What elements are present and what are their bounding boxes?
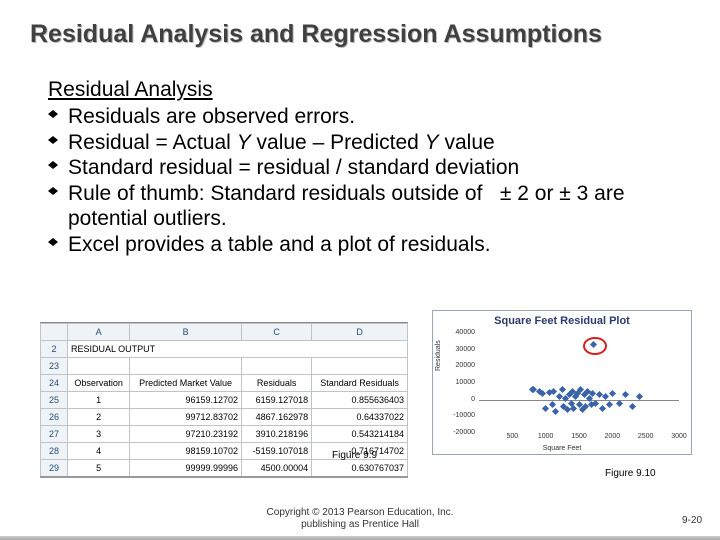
data-point [542, 405, 549, 412]
cell-res: 4867.162978 [242, 409, 312, 426]
xtick: 1500 [564, 433, 594, 440]
cell-std: 0.543214184 [312, 426, 408, 443]
slide: Residual Analysis and Regression Assumpt… [0, 0, 720, 540]
plot-ylabel: Residuals [435, 340, 442, 371]
xtick: 3000 [664, 433, 694, 440]
ytick: 20000 [443, 362, 475, 369]
plot-xlabel: Square Feet [433, 445, 691, 452]
cell-std: 0.855636403 [312, 392, 408, 409]
data-point [609, 389, 616, 396]
slide-title: Residual Analysis and Regression Assumpt… [30, 20, 690, 49]
cell-res: 6159.127018 [242, 392, 312, 409]
cell-std: 0.64337022 [312, 409, 408, 426]
xtick: 2000 [597, 433, 627, 440]
cell-res: 3910.218196 [242, 426, 312, 443]
header-cell: Residuals [242, 375, 312, 392]
ytick: 10000 [443, 379, 475, 386]
cell-pred: 99712.83702 [130, 409, 242, 426]
row-head: 28 [41, 443, 68, 460]
col-head: A [68, 324, 130, 341]
col-head: C [242, 324, 312, 341]
row-head: 29 [41, 460, 68, 478]
bullet-item: Excel provides a table and a plot of res… [48, 232, 680, 258]
plot-title: Square Feet Residual Plot [433, 315, 691, 327]
cell-pred: 98159.10702 [130, 443, 242, 460]
bullet-list: Residuals are observed errors. Residual … [48, 104, 680, 258]
cell-std: 0.630767037 [312, 460, 408, 478]
table-row: 23 [41, 358, 408, 375]
table-row: 2 RESIDUAL OUTPUT [41, 341, 408, 358]
copyright-line: Copyright © 2013 Pearson Education, Inc. [267, 507, 454, 518]
table-row: 25196159.127026159.1270180.855636403 [41, 392, 408, 409]
header-cell: Observation [68, 375, 130, 392]
data-point [605, 401, 612, 408]
residual-plot: Square Feet Residual Plot Residuals Squa… [432, 310, 692, 455]
bullet-item: Rule of thumb: Standard residuals outsid… [48, 181, 680, 232]
cell-pred: 96159.12702 [130, 392, 242, 409]
row-head: 26 [41, 409, 68, 426]
row-head: 25 [41, 392, 68, 409]
bullet-text: Standard residual = residual / standard … [68, 156, 519, 179]
col-head: D [312, 324, 408, 341]
cell-obs: 5 [68, 460, 130, 478]
table-row: 24 Observation Predicted Market Value Re… [41, 375, 408, 392]
data-point [552, 408, 559, 415]
ytick: 40000 [443, 329, 475, 336]
row-head: 27 [41, 426, 68, 443]
bullet-text: Excel provides a table and a plot of res… [68, 233, 491, 256]
data-point [539, 390, 546, 397]
cell-pred: 97210.23192 [130, 426, 242, 443]
data-point [629, 403, 636, 410]
bullet-item: Residual = Actual Y value – Predicted Y … [48, 130, 680, 156]
cell-obs: 4 [68, 443, 130, 460]
section-subhead: Residual Analysis [48, 78, 680, 102]
section-label: RESIDUAL OUTPUT [68, 341, 408, 358]
row-head: 24 [41, 375, 68, 392]
table-row: 29599999.999964500.000040.630767037 [41, 460, 408, 478]
data-point [595, 391, 602, 398]
table-row: 27397210.231923910.2181960.543214184 [41, 426, 408, 443]
bullet-text: Residual = Actual Y value – Predicted Y … [68, 131, 495, 154]
bullet-text: Rule of thumb: Standard residuals outsid… [68, 182, 625, 231]
xtick: 500 [497, 433, 527, 440]
row-head: 2 [41, 341, 68, 358]
cell-obs: 2 [68, 409, 130, 426]
bullet-text: Residuals are observed errors. [68, 105, 355, 128]
table-row: 26299712.837024867.1629780.64337022 [41, 409, 408, 426]
col-head: B [130, 324, 242, 341]
data-point [622, 391, 629, 398]
plot-area: -20000-100000100002000030000400005001000… [479, 333, 679, 433]
outlier-ring [583, 337, 607, 355]
xtick: 1000 [531, 433, 561, 440]
bottom-band [0, 536, 720, 540]
figure-caption-left: Figure 9.9 [332, 450, 377, 461]
copyright-line: publishing as Prentice Hall [301, 519, 419, 530]
ytick: 0 [443, 396, 475, 403]
header-cell: Predicted Market Value [130, 375, 242, 392]
data-point [599, 404, 606, 411]
ytick: -20000 [443, 429, 475, 436]
data-point [559, 386, 566, 393]
header-cell: Standard Residuals [312, 375, 408, 392]
xtick: 2500 [631, 433, 661, 440]
figure-caption-right: Figure 9.10 [605, 468, 656, 479]
bullet-item: Standard residual = residual / standard … [48, 155, 680, 181]
ytick: 30000 [443, 346, 475, 353]
cell-pred: 99999.99996 [130, 460, 242, 478]
bullet-item: Residuals are observed errors. [48, 104, 680, 130]
page-number: 9-20 [682, 515, 702, 526]
copyright: Copyright © 2013 Pearson Education, Inc.… [0, 507, 720, 530]
ytick: -10000 [443, 412, 475, 419]
cell-obs: 3 [68, 426, 130, 443]
corner-cell [41, 324, 68, 341]
cell-res: 4500.00004 [242, 460, 312, 478]
cell-obs: 1 [68, 392, 130, 409]
body: Residual Analysis Residuals are observed… [48, 78, 680, 258]
row-head: 23 [41, 358, 68, 375]
col-head-row: A B C D [41, 324, 408, 341]
cell-res: -5159.107018 [242, 443, 312, 460]
